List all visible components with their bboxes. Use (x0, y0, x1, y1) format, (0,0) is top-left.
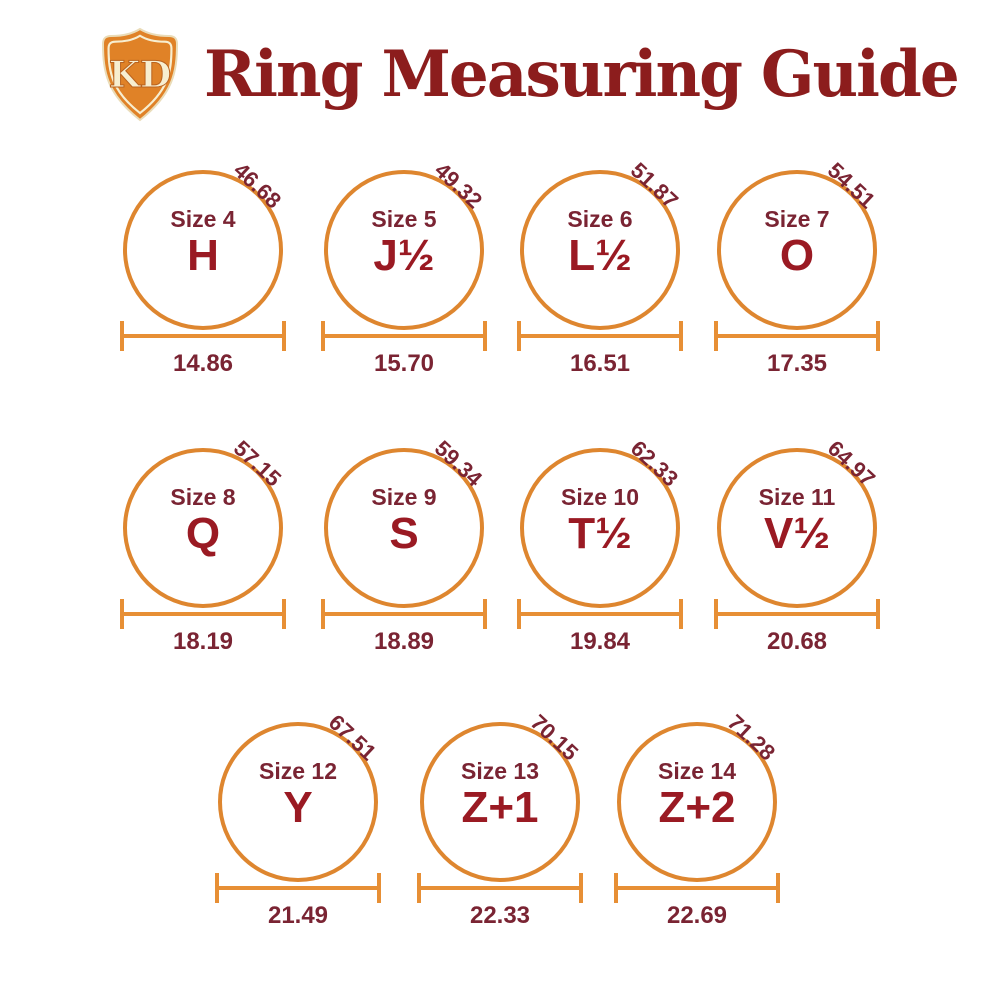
diameter-measure-bar (714, 321, 880, 351)
ring-size-label: Size 7 (764, 206, 830, 232)
ring-circle (218, 722, 378, 882)
ring-size-label: Size 5 (371, 206, 437, 232)
ring-uk-letter: T½ (568, 509, 632, 558)
measure-tick-right (776, 873, 780, 903)
diameter-measure-bar (417, 873, 583, 903)
ring-size-label: Size 12 (259, 758, 337, 784)
diameter-measure-bar (321, 599, 487, 629)
header: KD Ring Measuring Guide (100, 26, 973, 123)
ring-diagram-size-12: 67.51 Size 12 Y 21.49 (215, 709, 381, 952)
ring-diameter-label: 22.33 (469, 902, 531, 929)
ring-diameter-label: 19.84 (569, 628, 631, 655)
measure-tick-right (579, 873, 583, 903)
ring-circle (324, 170, 484, 330)
measure-tick-right (282, 321, 286, 351)
ring-size-label: Size 11 (758, 484, 836, 510)
ring-size-label: Size 4 (170, 206, 236, 232)
measure-tick-right (876, 599, 880, 629)
ring-diameter-label: 18.19 (172, 628, 234, 655)
ring-size-label: Size 10 (561, 484, 639, 510)
measure-line (614, 886, 780, 890)
ring-circle (520, 170, 680, 330)
ring-circle (123, 448, 283, 608)
ring-uk-letter: Z+1 (461, 783, 539, 832)
ring-circle (717, 170, 877, 330)
diameter-measure-bar (714, 599, 880, 629)
ring-diameter-label: 21.49 (267, 902, 329, 929)
measure-line (120, 612, 286, 616)
ring-diagram-size-13: 70.15 Size 13 Z+1 22.33 (417, 709, 583, 952)
ring-size-label: Size 6 (567, 206, 633, 232)
measure-line (517, 612, 683, 616)
page-title: Ring Measuring Guide (204, 37, 960, 112)
ring-circle (520, 448, 680, 608)
measure-line (321, 334, 487, 338)
measure-tick-right (876, 321, 880, 351)
ring-circle (717, 448, 877, 608)
measure-tick-right (483, 599, 487, 629)
ring-circle (324, 448, 484, 608)
measure-tick-right (679, 599, 683, 629)
ring-uk-letter: Y (283, 783, 313, 832)
ring-diagram-size-10: 62.33 Size 10 T½ 19.84 (517, 435, 683, 678)
diameter-measure-bar (517, 599, 683, 629)
ring-uk-letter: V½ (763, 509, 831, 558)
ring-uk-letter: L½ (568, 231, 632, 280)
ring-size-label: Size 9 (371, 484, 437, 510)
ring-diagram-size-4: 46.68 Size 4 H 14.86 (120, 157, 286, 400)
ring-uk-letter: H (187, 231, 219, 280)
ring-circle (123, 170, 283, 330)
ring-size-label: Size 13 (461, 758, 539, 784)
ring-uk-letter: Z+2 (658, 783, 736, 832)
measure-tick-right (282, 599, 286, 629)
measure-tick-right (483, 321, 487, 351)
logo-monogram: KD (109, 54, 172, 96)
diameter-measure-bar (517, 321, 683, 351)
measure-line (714, 334, 880, 338)
ring-diameter-label: 17.35 (766, 350, 828, 377)
measure-line (321, 612, 487, 616)
ring-diagram-size-11: 64.97 Size 11 V½ 20.68 (714, 435, 880, 678)
ring-diameter-label: 18.89 (373, 628, 435, 655)
ring-diagram-size-9: 59.34 Size 9 S 18.89 (321, 435, 487, 678)
measure-tick-right (679, 321, 683, 351)
ring-diagram-size-7: 54.51 Size 7 O 17.35 (714, 157, 880, 400)
measure-tick-right (377, 873, 381, 903)
ring-diameter-label: 16.51 (569, 350, 631, 377)
ring-diagram-size-8: 57.15 Size 8 Q 18.19 (120, 435, 286, 678)
ring-size-label: Size 8 (170, 484, 236, 510)
kd-shield-logo-icon: KD (101, 27, 179, 122)
diameter-measure-bar (321, 321, 487, 351)
ring-size-label: Size 14 (658, 758, 736, 784)
diameter-measure-bar (215, 873, 381, 903)
measure-line (417, 886, 583, 890)
ring-circle (420, 722, 580, 882)
diameter-measure-bar (614, 873, 780, 903)
diameter-measure-bar (120, 599, 286, 629)
ring-diagram-size-14: 71.28 Size 14 Z+2 22.69 (614, 709, 780, 952)
diameter-measure-bar (120, 321, 286, 351)
measure-line (517, 334, 683, 338)
ring-diameter-label: 14.86 (172, 350, 234, 377)
ring-diagram-size-5: 49.32 Size 5 J½ 15.70 (321, 157, 487, 400)
ring-diameter-label: 22.69 (666, 902, 728, 929)
ring-diagram-size-6: 51.87 Size 6 L½ 16.51 (517, 157, 683, 400)
ring-uk-letter: S (389, 509, 419, 558)
ring-diameter-label: 20.68 (766, 628, 828, 655)
ring-diameter-label: 15.70 (373, 350, 435, 377)
measure-line (714, 612, 880, 616)
ring-uk-letter: Q (185, 509, 221, 558)
ring-uk-letter: O (779, 231, 815, 280)
ring-uk-letter: J½ (373, 231, 435, 280)
ring-circle (617, 722, 777, 882)
measure-line (215, 886, 381, 890)
measure-line (120, 334, 286, 338)
